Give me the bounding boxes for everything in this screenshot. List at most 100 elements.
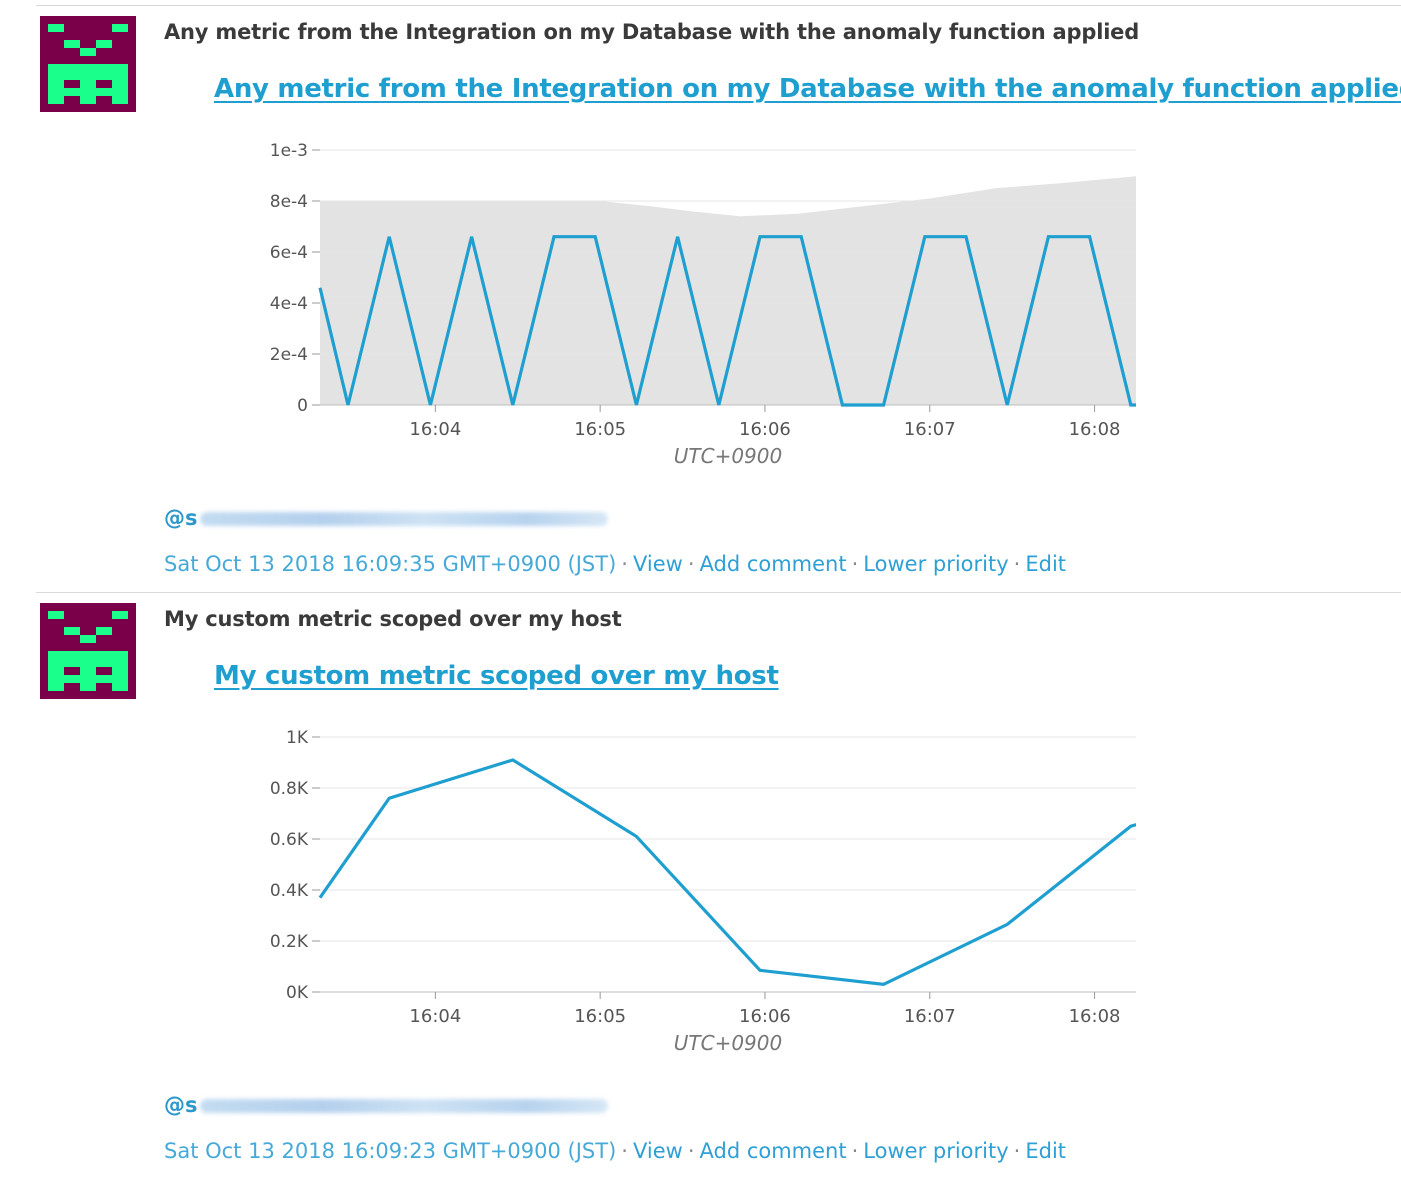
avatar-pixel [72, 64, 80, 72]
author-prefix: @s [164, 506, 198, 530]
graph-title-link[interactable]: Any metric from the Integration on my Da… [214, 74, 1401, 104]
avatar-pixel [88, 675, 96, 683]
avatar-pixel [112, 683, 120, 691]
avatar-pixel [88, 72, 96, 80]
avatar-pixel [64, 72, 72, 80]
avatar-pixel [72, 72, 80, 80]
x-axis-timezone-label: UTC+0900 [674, 444, 782, 468]
avatar-pixel [80, 96, 88, 104]
lower-priority-link[interactable]: Lower priority [863, 552, 1009, 576]
x-tick-label: 16:08 [1069, 1006, 1121, 1027]
avatar-pixel [64, 659, 72, 667]
avatar-pixel [104, 40, 112, 48]
x-tick-label: 16:05 [574, 419, 626, 440]
avatar-pixel [112, 64, 120, 72]
avatar-pixel [120, 96, 128, 104]
avatar-pixel [48, 675, 56, 683]
avatar-pixel [112, 659, 120, 667]
y-tick-label: 0.8K [270, 779, 309, 799]
event-timestamp: Sat Oct 13 2018 16:09:23 GMT+0900 (JST) [164, 1139, 617, 1163]
y-tick-label: 1e-3 [270, 141, 308, 161]
avatar-pixel [72, 659, 80, 667]
avatar-pixel [80, 88, 88, 96]
avatar-pixel [120, 611, 128, 619]
y-tick-label: 0K [286, 983, 309, 1003]
avatar-pixel [48, 88, 56, 96]
add-comment-link[interactable]: Add comment [699, 552, 847, 576]
avatar-pixel [56, 683, 64, 691]
avatar-pixel [88, 88, 96, 96]
x-tick-label: 16:04 [409, 1006, 461, 1027]
avatar-pixel [96, 651, 104, 659]
separator: · [687, 552, 695, 576]
event-timestamp: Sat Oct 13 2018 16:09:35 GMT+0900 (JST) [164, 552, 617, 576]
add-comment-link[interactable]: Add comment [699, 1139, 847, 1163]
avatar-pixel [80, 635, 88, 643]
avatar-pixel [112, 88, 120, 96]
avatar-pixel [96, 659, 104, 667]
lower-priority-link[interactable]: Lower priority [863, 1139, 1009, 1163]
avatar-pixel [72, 88, 80, 96]
avatar-pixel [80, 659, 88, 667]
redacted-username [199, 1099, 608, 1113]
graph-title-link[interactable]: My custom metric scoped over my host [214, 661, 779, 691]
avatar-pixel [104, 659, 112, 667]
y-tick-label: 0 [297, 396, 308, 416]
avatar-pixel [112, 80, 120, 88]
y-tick-label: 0.4K [270, 881, 309, 901]
avatar-pixel [64, 88, 72, 96]
avatar-pixel [88, 667, 96, 675]
avatar-pixel [88, 659, 96, 667]
avatar-pixel [96, 675, 104, 683]
avatar-pixel [72, 627, 80, 635]
avatar-pixel [80, 48, 88, 56]
avatar-pixel [112, 96, 120, 104]
separator: · [851, 552, 859, 576]
avatar-pixel [80, 675, 88, 683]
separator: · [621, 552, 628, 576]
avatar-pixel [120, 659, 128, 667]
avatar-pixel [56, 675, 64, 683]
avatar-pixel [112, 611, 120, 619]
event-item: My custom metric scoped over my host My … [36, 592, 1401, 1193]
event-meta: Sat Oct 13 2018 16:09:35 GMT+0900 (JST) ·… [164, 552, 1066, 576]
avatar-pixel [64, 40, 72, 48]
avatar-pixel [48, 659, 56, 667]
x-tick-label: 16:04 [409, 419, 461, 440]
x-axis-timezone-label: UTC+0900 [674, 1031, 782, 1055]
avatar-pixel [56, 24, 64, 32]
avatar-pixel [120, 651, 128, 659]
author-handle[interactable]: @s [164, 506, 608, 530]
separator: · [851, 1139, 859, 1163]
edit-link[interactable]: Edit [1025, 552, 1067, 576]
avatar-pixel [104, 88, 112, 96]
event-meta: Sat Oct 13 2018 16:09:23 GMT+0900 (JST) ·… [164, 1139, 1066, 1163]
event-title: My custom metric scoped over my host [164, 607, 622, 631]
edit-link[interactable]: Edit [1025, 1139, 1067, 1163]
avatar-pixel [56, 611, 64, 619]
x-tick-label: 16:07 [904, 419, 956, 440]
avatar-pixel [48, 651, 56, 659]
series-line [318, 758, 1136, 986]
avatar-pixel [88, 651, 96, 659]
avatar [40, 16, 136, 112]
x-tick-label: 16:08 [1069, 419, 1121, 440]
avatar-pixel [88, 635, 96, 643]
author-prefix: @s [164, 1093, 198, 1117]
avatar-pixel [120, 64, 128, 72]
author-handle[interactable]: @s [164, 1093, 608, 1117]
avatar-pixel [96, 40, 104, 48]
avatar-pixel [120, 80, 128, 88]
avatar-pixel [88, 64, 96, 72]
separator: · [1013, 552, 1021, 576]
view-link[interactable]: View [632, 552, 683, 576]
avatar-pixel [48, 611, 56, 619]
avatar-pixel [56, 651, 64, 659]
avatar [40, 603, 136, 699]
avatar-pixel [112, 24, 120, 32]
avatar-pixel [112, 651, 120, 659]
avatar-pixel [64, 675, 72, 683]
anomaly-band [320, 176, 1136, 405]
avatar-pixel [56, 80, 64, 88]
view-link[interactable]: View [632, 1139, 683, 1163]
